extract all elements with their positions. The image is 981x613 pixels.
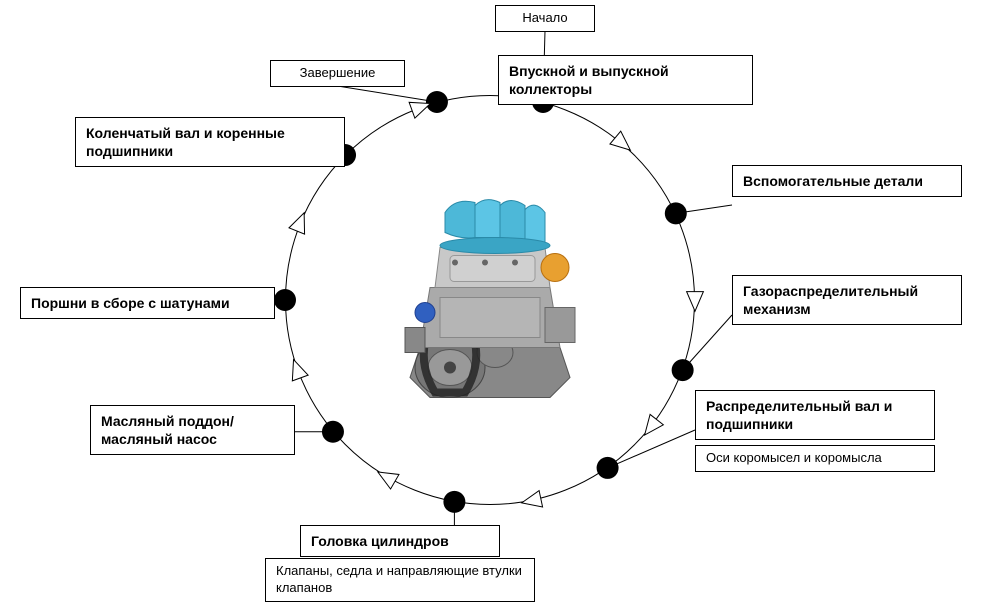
flow-arrow-icon [522, 491, 543, 507]
flow-arrow-icon [292, 360, 308, 381]
start-label-text: Начало [522, 10, 567, 25]
node-label: Вспомогательные детали [732, 165, 962, 197]
flow-arrow-icon [610, 131, 630, 150]
node-label-text: Газораспределительный механизм [743, 283, 918, 317]
node-sublabel: Оси коромысел и коромысла [695, 445, 935, 472]
flow-arrow-icon [289, 213, 305, 234]
flow-arrow-icon [687, 292, 704, 312]
end-label: Завершение [270, 60, 405, 87]
node-label: Масляный поддон/ масляный насос [90, 405, 295, 455]
node-label-text: Головка цилиндров [311, 533, 449, 549]
node-label-text: Поршни в сборе с шатунами [31, 295, 230, 311]
node-label-text: Масляный поддон/ масляный насос [101, 413, 234, 447]
node-label: Газораспределительный механизм [732, 275, 962, 325]
node-label-text: Коленчатый вал и коренные подшипники [86, 125, 285, 159]
circular-flow-diagram: Начало Завершение Впускной и выпускной к… [0, 0, 981, 613]
node-label: Впускной и выпускной коллекторы [498, 55, 753, 105]
node-sublabel-text: Клапаны, седла и направляющие втулки кла… [276, 563, 522, 595]
node-label: Распределительный вал и подшипники [695, 390, 935, 440]
flow-arrow-icon [645, 414, 664, 435]
flow-arrow-icon [409, 102, 430, 118]
connector-line [608, 430, 695, 468]
end-label-text: Завершение [300, 65, 376, 80]
node-label-text: Вспомогательные детали [743, 173, 923, 189]
node-label: Поршни в сборе с шатунами [20, 287, 275, 319]
connector-line [683, 315, 732, 370]
node-sublabel: Клапаны, седла и направляющие втулки кла… [265, 558, 535, 602]
start-label: Начало [495, 5, 595, 32]
node-label-text: Впускной и выпускной коллекторы [509, 63, 669, 97]
flow-arrow-icon [378, 472, 399, 489]
node-label-text: Распределительный вал и подшипники [706, 398, 892, 432]
node-sublabel-text: Оси коромысел и коромысла [706, 450, 882, 465]
node-label: Коленчатый вал и коренные подшипники [75, 117, 345, 167]
node-label: Головка цилиндров [300, 525, 500, 557]
